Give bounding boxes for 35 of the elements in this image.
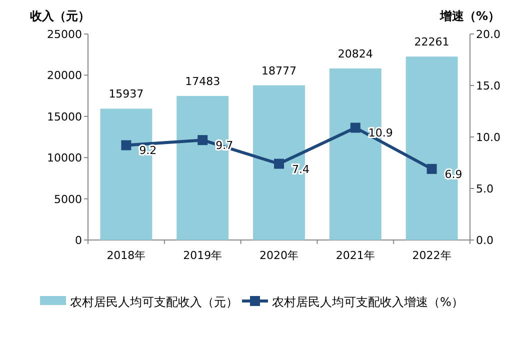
y2-tick-label: 10.0 <box>476 131 500 144</box>
point <box>198 135 208 146</box>
data-label: 17483 <box>185 74 220 88</box>
legend-label: 农村居民人均可支配收入（元） <box>70 295 238 309</box>
data-label: 18777 <box>262 64 296 78</box>
legend-label: 农村居民人均可支配收入增速（%） <box>272 295 464 309</box>
y-tick-label: 20000 <box>47 69 82 82</box>
y2-tick-label: 15.0 <box>476 80 500 92</box>
data-label: 9.7 <box>216 139 234 152</box>
point <box>121 140 132 150</box>
point <box>426 164 437 174</box>
y2-tick-label: 0.0 <box>476 234 494 247</box>
y-axis-title: 收入（元） <box>30 9 90 23</box>
data-label: 15937 <box>108 88 144 101</box>
data-label: 22261 <box>414 36 450 49</box>
x-tick-label: 2021年 <box>336 249 375 262</box>
data-label: 20824 <box>338 47 373 60</box>
y2-tick-label: 20.0 <box>476 28 500 41</box>
point <box>350 122 360 133</box>
data-label: 6.9 <box>444 168 462 181</box>
x-tick-label: 2022年 <box>412 249 452 262</box>
y2-tick-label: 5.0 <box>476 182 494 196</box>
point <box>274 158 284 169</box>
y2-axis-title: 增速（%） <box>438 9 500 23</box>
y-tick-label: 5000 <box>54 192 82 206</box>
x-tick-label: 2019年 <box>183 249 222 262</box>
data-label: 7.4 <box>292 162 310 176</box>
y-tick-label: 15000 <box>47 110 82 124</box>
data-label: 9.2 <box>139 144 157 158</box>
data-label: 10.9 <box>368 126 393 140</box>
x-tick-label: 2020年 <box>260 249 298 262</box>
y-tick-label: 25000 <box>47 28 82 41</box>
x-tick-label: 2018年 <box>106 249 146 262</box>
y-tick-label: 0 <box>75 234 82 247</box>
y-tick-label: 10000 <box>47 152 82 165</box>
